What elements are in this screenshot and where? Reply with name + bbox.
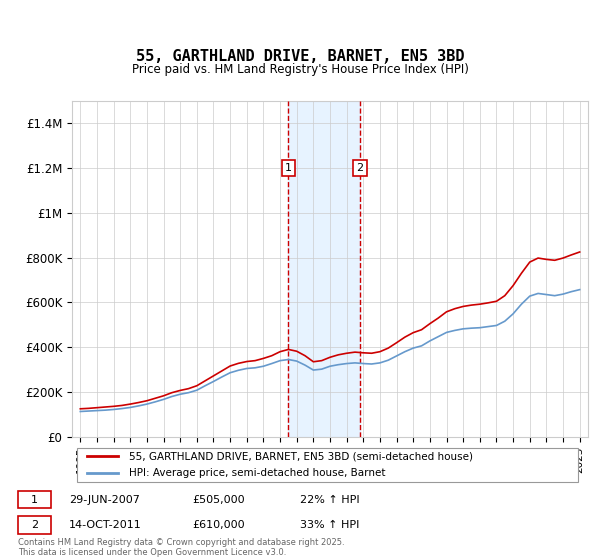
- Text: £505,000: £505,000: [192, 494, 245, 505]
- Text: 55, GARTHLAND DRIVE, BARNET, EN5 3BD (semi-detached house): 55, GARTHLAND DRIVE, BARNET, EN5 3BD (se…: [129, 451, 473, 461]
- Text: 1: 1: [285, 163, 292, 173]
- Text: 14-OCT-2011: 14-OCT-2011: [69, 520, 142, 530]
- Text: £610,000: £610,000: [192, 520, 245, 530]
- Bar: [289, 101, 360, 437]
- Text: 29-JUN-2007: 29-JUN-2007: [69, 494, 140, 505]
- FancyBboxPatch shape: [18, 516, 51, 534]
- Text: 55, GARTHLAND DRIVE, BARNET, EN5 3BD: 55, GARTHLAND DRIVE, BARNET, EN5 3BD: [136, 49, 464, 64]
- Text: HPI: Average price, semi-detached house, Barnet: HPI: Average price, semi-detached house,…: [129, 468, 385, 478]
- Text: 22% ↑ HPI: 22% ↑ HPI: [300, 494, 359, 505]
- Text: Contains HM Land Registry data © Crown copyright and database right 2025.
This d: Contains HM Land Registry data © Crown c…: [18, 538, 344, 557]
- Text: Price paid vs. HM Land Registry's House Price Index (HPI): Price paid vs. HM Land Registry's House …: [131, 63, 469, 76]
- FancyBboxPatch shape: [18, 491, 51, 508]
- Text: 33% ↑ HPI: 33% ↑ HPI: [300, 520, 359, 530]
- Text: 2: 2: [356, 163, 364, 173]
- FancyBboxPatch shape: [77, 448, 578, 482]
- Text: 2: 2: [31, 520, 38, 530]
- Text: 1: 1: [31, 494, 38, 505]
